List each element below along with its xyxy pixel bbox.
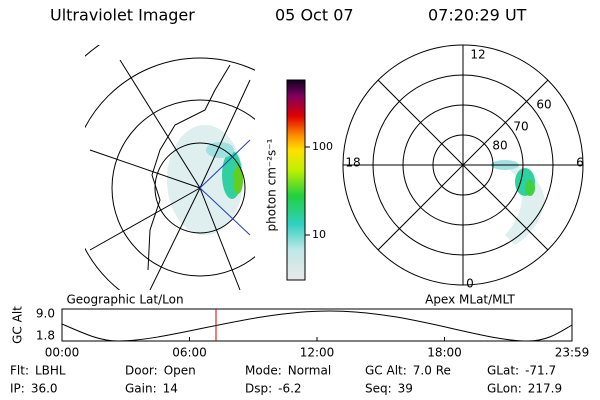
status-value: 39 (398, 382, 413, 396)
status-label: Gain: (125, 382, 157, 396)
status-label: Seq: (365, 382, 392, 396)
alt-xtick-label: 12:00 (300, 346, 335, 360)
status-label: GLon: (487, 382, 522, 396)
status-label: IP: (10, 382, 25, 396)
status-value: -71.7 (525, 364, 556, 378)
instrument: Ultraviolet Imager (50, 6, 195, 25)
colorbar-tick-label: 10 (312, 228, 326, 241)
alt-xtick-label: 18:00 (427, 346, 462, 360)
lat-label: 70 (513, 120, 528, 134)
lat-label: 60 (536, 98, 551, 112)
alt-curve (61, 310, 573, 342)
alt-xtick-label: 00:00 (45, 346, 80, 360)
colorbar-label: photon cm⁻²s⁻¹ (265, 138, 279, 231)
status-label: Dsp: (245, 382, 272, 396)
status-label: Flt: (10, 364, 29, 378)
right-caption: Apex MLat/MLT (425, 293, 515, 307)
status-value: Normal (288, 364, 331, 378)
status-value: -6.2 (278, 382, 301, 396)
alt-ytick: 1.8 (36, 329, 55, 343)
polar-map (342, 44, 584, 286)
mlt-label: 18 (345, 156, 360, 170)
status-value: 14 (163, 382, 178, 396)
alt-xtick-label: 06:00 (172, 346, 207, 360)
date: 05 Oct 07 (275, 6, 354, 25)
mlt-label: 6 (576, 156, 584, 170)
status-label: Mode: (245, 364, 282, 378)
status-label: Door: (125, 364, 158, 378)
lat-label: 80 (492, 139, 507, 153)
mlt-label: 12 (470, 48, 485, 62)
left-caption: Geographic Lat/Lon (66, 293, 183, 307)
status-value: LBHL (35, 364, 66, 378)
time: 07:20:29 UT (428, 6, 527, 25)
alt-xtick-label: 23:59 (555, 346, 590, 360)
colorbar-tick-label: 100 (312, 140, 333, 153)
status-value: 36.0 (31, 382, 58, 396)
mlt-label: 0 (466, 277, 474, 291)
geographic-map (85, 45, 255, 290)
alt-ylabel: GC Alt (11, 306, 25, 344)
colorbar (286, 79, 306, 281)
status-label: GC Alt: (365, 364, 407, 378)
status-value: 7.0 Re (413, 364, 451, 378)
status-value: Open (164, 364, 196, 378)
status-value: 217.9 (528, 382, 562, 396)
status-label: GLat: (487, 364, 519, 378)
alt-ytick: 9.0 (36, 307, 55, 321)
